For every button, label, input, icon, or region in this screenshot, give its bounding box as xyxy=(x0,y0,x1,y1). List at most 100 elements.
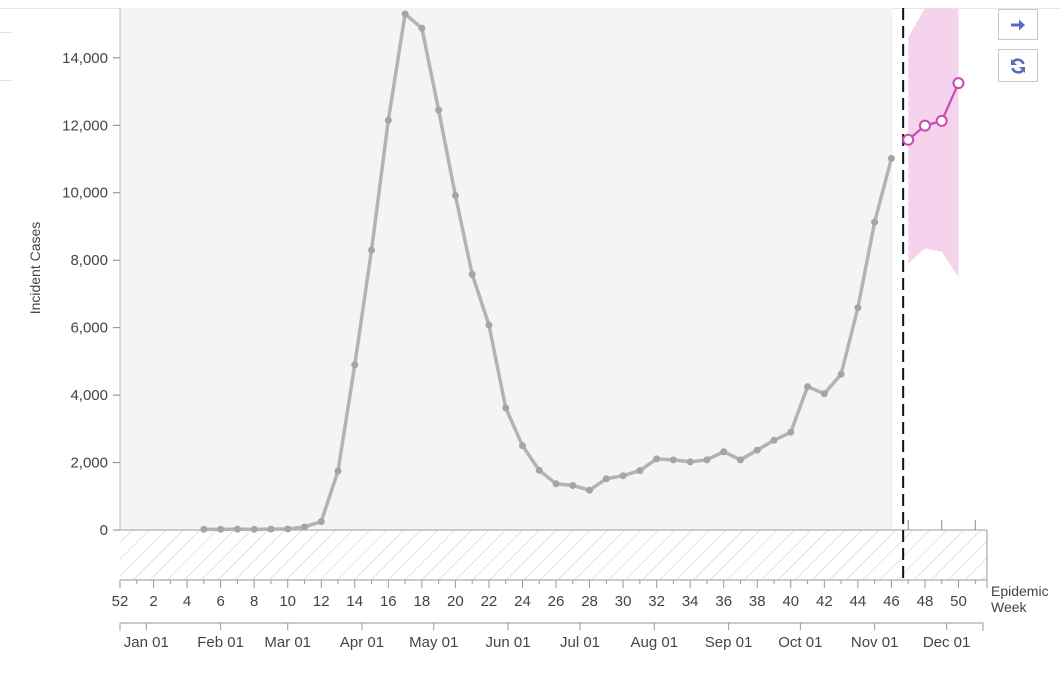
observed-point xyxy=(468,270,476,278)
week-tick-label: 46 xyxy=(883,593,900,610)
week-tick-label: 18 xyxy=(414,593,431,610)
observed-point xyxy=(552,480,560,488)
next-button[interactable] xyxy=(998,9,1038,40)
forecast-point xyxy=(935,114,948,127)
week-tick-label: 8 xyxy=(250,593,258,610)
observed-point xyxy=(418,24,426,32)
observed-point xyxy=(636,467,644,475)
observed-point xyxy=(535,466,543,474)
week-tick-label: 42 xyxy=(816,593,833,610)
observed-point xyxy=(502,404,510,412)
observed-point xyxy=(887,154,895,162)
observed-point xyxy=(854,304,862,312)
below-zero-hatch xyxy=(120,530,988,580)
observed-point xyxy=(736,456,744,464)
week-tick-label: 50 xyxy=(950,593,967,610)
observed-point xyxy=(686,458,694,466)
observed-point xyxy=(619,472,627,480)
observed-point xyxy=(267,525,275,533)
observed-point xyxy=(451,191,459,199)
left-edge-line-bottom xyxy=(0,80,12,81)
y-tick-label: 12,000 xyxy=(62,117,108,134)
month-tick-label: Jul 01 xyxy=(560,634,600,651)
month-tick-label: Sep 01 xyxy=(705,634,753,651)
refresh-button[interactable] xyxy=(998,49,1038,82)
week-tick-label: 12 xyxy=(313,593,330,610)
forecast-point xyxy=(918,119,931,132)
forecast-point xyxy=(902,133,915,146)
y-tick-label: 2,000 xyxy=(70,455,108,472)
arrow-right-icon xyxy=(1011,19,1025,30)
month-tick-label: Nov 01 xyxy=(851,634,899,651)
x-axis-label: Week xyxy=(991,599,1028,615)
y-tick-label: 4,000 xyxy=(70,387,108,404)
observed-point xyxy=(804,383,812,391)
forecast-series-line xyxy=(907,82,960,141)
week-tick-label: 52 xyxy=(112,593,129,610)
observed-point xyxy=(384,116,392,124)
week-tick-label: 6 xyxy=(216,593,224,610)
observed-point xyxy=(334,467,342,475)
week-tick-label: 38 xyxy=(749,593,766,610)
observed-point xyxy=(770,436,778,444)
week-tick-label: 24 xyxy=(514,593,531,610)
y-axis-label: Incident Cases xyxy=(27,222,43,315)
week-tick-label: 30 xyxy=(615,593,632,610)
month-tick-label: Apr 01 xyxy=(340,634,384,651)
week-tick-label: 26 xyxy=(548,593,565,610)
week-tick-label: 22 xyxy=(481,593,498,610)
week-tick-label: 28 xyxy=(581,593,598,610)
observed-point xyxy=(753,446,761,454)
week-tick-label: 4 xyxy=(183,593,191,610)
observed-point xyxy=(217,525,225,533)
month-tick-label: Jun 01 xyxy=(486,634,531,651)
observed-point xyxy=(250,525,258,533)
y-tick-label: 14,000 xyxy=(62,50,108,67)
x-axis-label: Epidemic xyxy=(991,583,1049,599)
y-tick-label: 8,000 xyxy=(70,252,108,269)
observed-background xyxy=(120,8,893,530)
month-tick-label: May 01 xyxy=(409,634,458,651)
observed-point xyxy=(837,370,845,378)
y-tick-label: 6,000 xyxy=(70,320,108,337)
observed-point xyxy=(401,10,409,18)
observed-point xyxy=(602,475,610,483)
y-tick-label: 10,000 xyxy=(62,185,108,202)
y-tick-label: 0 xyxy=(100,522,108,539)
observed-point xyxy=(368,246,376,254)
observed-point xyxy=(669,456,677,464)
month-tick-label: Oct 01 xyxy=(778,634,822,651)
week-tick-label: 34 xyxy=(682,593,699,610)
observed-point xyxy=(233,525,241,533)
observed-point xyxy=(200,525,208,533)
week-tick-label: 48 xyxy=(917,593,934,610)
forecast-interval-band xyxy=(908,8,959,278)
observed-point xyxy=(653,455,661,463)
month-tick-label: Aug 01 xyxy=(631,634,679,651)
month-tick-label: Dec 01 xyxy=(923,634,971,651)
week-tick-label: 20 xyxy=(447,593,464,610)
observed-point xyxy=(485,321,493,329)
observed-point xyxy=(435,106,443,114)
week-tick-label: 40 xyxy=(782,593,799,610)
observed-point xyxy=(284,525,292,533)
observed-point xyxy=(586,486,594,494)
observed-point xyxy=(820,390,828,398)
week-tick-label: 2 xyxy=(149,593,157,610)
observed-point xyxy=(703,456,711,464)
left-edge-line-top xyxy=(0,32,12,33)
week-tick-label: 36 xyxy=(715,593,732,610)
observed-point xyxy=(569,481,577,489)
observed-point xyxy=(351,361,359,369)
month-tick-label: Jan 01 xyxy=(124,634,169,651)
observed-point xyxy=(300,523,308,531)
week-tick-label: 32 xyxy=(648,593,665,610)
month-tick-label: Feb 01 xyxy=(197,634,244,651)
week-tick-label: 44 xyxy=(850,593,867,610)
observed-point xyxy=(787,428,795,436)
week-tick-label: 16 xyxy=(380,593,397,610)
observed-point xyxy=(518,442,526,450)
forecast-point xyxy=(952,77,965,90)
month-tick-label: Mar 01 xyxy=(264,634,311,651)
